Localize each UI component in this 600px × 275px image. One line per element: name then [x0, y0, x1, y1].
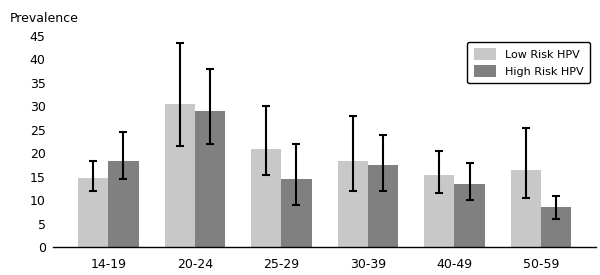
Bar [281, 179, 311, 248]
Bar [109, 161, 139, 248]
Bar [511, 170, 541, 248]
Bar [454, 184, 485, 248]
Bar [338, 161, 368, 248]
Bar [424, 175, 454, 248]
Bar [251, 149, 281, 248]
Bar [78, 178, 109, 248]
Text: Prevalence: Prevalence [10, 12, 79, 25]
Bar [195, 111, 225, 248]
Bar [164, 104, 195, 248]
Legend: Low Risk HPV, High Risk HPV: Low Risk HPV, High Risk HPV [467, 42, 590, 83]
Bar [368, 165, 398, 248]
Bar [541, 207, 571, 248]
